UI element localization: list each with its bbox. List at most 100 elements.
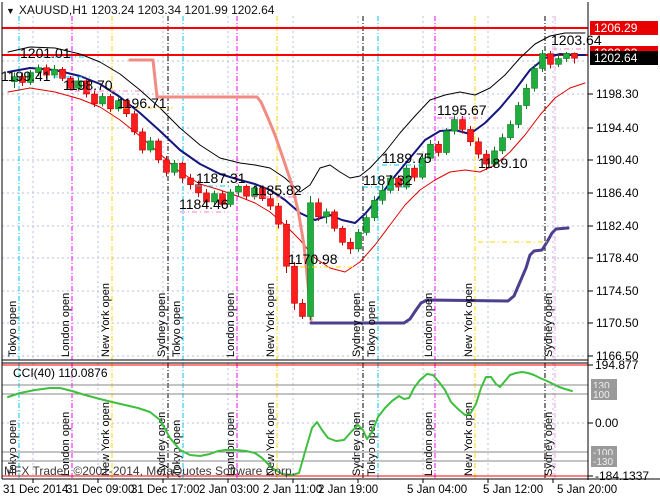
candle <box>107 96 114 110</box>
candle <box>491 150 498 165</box>
candle <box>115 100 122 110</box>
candle <box>11 76 18 82</box>
svg-text:Sydney open: Sydney open <box>543 412 555 476</box>
svg-text:1196.71: 1196.71 <box>117 95 167 111</box>
pane-borders <box>1 2 660 480</box>
candle <box>507 124 514 138</box>
trend-lines <box>128 58 570 325</box>
svg-text:1198.30: 1198.30 <box>596 87 639 101</box>
candle <box>387 177 394 191</box>
candle <box>147 140 154 151</box>
candle <box>75 80 82 89</box>
platform-watermark: MFX Trader, ©2001-2014, MetaQuotes Softw… <box>4 464 295 478</box>
svg-text:1187.31: 1187.31 <box>196 170 246 186</box>
svg-text:London open: London open <box>423 412 435 476</box>
candle <box>411 167 418 178</box>
svg-text:1195.67: 1195.67 <box>437 102 487 118</box>
svg-text:1184.46: 1184.46 <box>179 196 229 212</box>
svg-text:31 Dec 2014: 31 Dec 2014 <box>3 484 69 496</box>
candle <box>539 53 546 69</box>
svg-text:London open: London open <box>423 293 435 357</box>
candle <box>219 193 226 205</box>
svg-text:New York open: New York open <box>265 283 277 357</box>
candle <box>323 211 330 218</box>
candle <box>307 202 314 317</box>
svg-text:1194.40: 1194.40 <box>596 121 639 135</box>
candle <box>427 143 434 159</box>
candle <box>179 162 186 179</box>
svg-text:1203.64: 1203.64 <box>551 32 602 48</box>
candle <box>195 184 202 194</box>
svg-text:2 Jan 19:00: 2 Jan 19:00 <box>318 484 378 496</box>
candle <box>531 68 538 89</box>
candle <box>51 68 58 76</box>
candle <box>443 130 450 153</box>
resistance-lines <box>2 27 588 56</box>
candle <box>499 137 506 152</box>
candle <box>363 217 370 233</box>
candle <box>459 119 466 130</box>
symbol-dropdown-icon[interactable]: ▼ <box>6 6 15 16</box>
svg-text:Sydney open: Sydney open <box>156 293 168 357</box>
svg-text:New York open: New York open <box>265 402 277 476</box>
svg-text:1199.41: 1199.41 <box>1 68 51 84</box>
svg-text:London open: London open <box>225 293 237 357</box>
svg-text:Tokyo open: Tokyo open <box>171 301 183 357</box>
svg-text:New York open: New York open <box>100 283 112 357</box>
candle <box>83 80 90 95</box>
candle <box>331 211 338 229</box>
svg-text:1187.32: 1187.32 <box>363 172 413 188</box>
svg-text:Tokyo open: Tokyo open <box>366 301 378 357</box>
svg-text:Tokyo open: Tokyo open <box>7 301 19 357</box>
svg-text:1174.50: 1174.50 <box>596 284 639 298</box>
candle <box>515 105 522 125</box>
current-price-chip <box>590 51 658 65</box>
svg-text:1170.50: 1170.50 <box>596 316 639 330</box>
svg-text:New York open: New York open <box>463 402 475 476</box>
svg-text:130: 130 <box>593 381 610 392</box>
candle <box>571 52 578 59</box>
cci-grid <box>2 363 588 479</box>
svg-text:31 Dec 17:00: 31 Dec 17:00 <box>131 484 199 496</box>
svg-text:1198.70: 1198.70 <box>63 77 113 93</box>
svg-text:New York open: New York open <box>100 402 112 476</box>
svg-text:194.877: 194.877 <box>595 358 639 372</box>
svg-text:1189.75: 1189.75 <box>382 150 432 166</box>
candle <box>483 153 490 165</box>
candle <box>267 198 274 207</box>
svg-text:Sydney open: Sydney open <box>351 293 363 357</box>
svg-text:0.00: 0.00 <box>595 416 619 430</box>
svg-text:1186.40: 1186.40 <box>596 186 639 200</box>
candle <box>339 228 346 243</box>
svg-text:Tokyo open: Tokyo open <box>366 420 378 476</box>
candle <box>203 192 210 203</box>
svg-text:Tokyo open: Tokyo open <box>7 420 19 476</box>
svg-text:5 Jan 20:00: 5 Jan 20:00 <box>557 484 617 496</box>
svg-text:5 Jan 04:00: 5 Jan 04:00 <box>407 484 467 496</box>
svg-text:1202.64: 1202.64 <box>594 51 638 65</box>
candle <box>419 157 426 178</box>
candle <box>35 67 42 73</box>
svg-text:2 Jan 03:00: 2 Jan 03:00 <box>199 484 259 496</box>
svg-text:5 Jan 12:00: 5 Jan 12:00 <box>483 484 543 496</box>
svg-text:1178.40: 1178.40 <box>596 251 639 265</box>
svg-text:London open: London open <box>60 412 72 476</box>
candle <box>475 141 482 155</box>
candle <box>123 100 130 115</box>
indicator-label: CCI(40) 110.0876 <box>13 366 108 380</box>
candle <box>235 185 242 193</box>
svg-text:1170.98: 1170.98 <box>288 251 338 267</box>
svg-text:31 Dec 09:00: 31 Dec 09:00 <box>66 484 134 496</box>
candle <box>27 72 34 83</box>
candle <box>59 68 66 79</box>
candle <box>67 78 74 89</box>
candle <box>299 302 306 317</box>
cci-level-chip <box>591 455 617 467</box>
candle <box>171 162 178 173</box>
candle <box>19 76 26 83</box>
svg-text:1185.82: 1185.82 <box>252 182 302 198</box>
